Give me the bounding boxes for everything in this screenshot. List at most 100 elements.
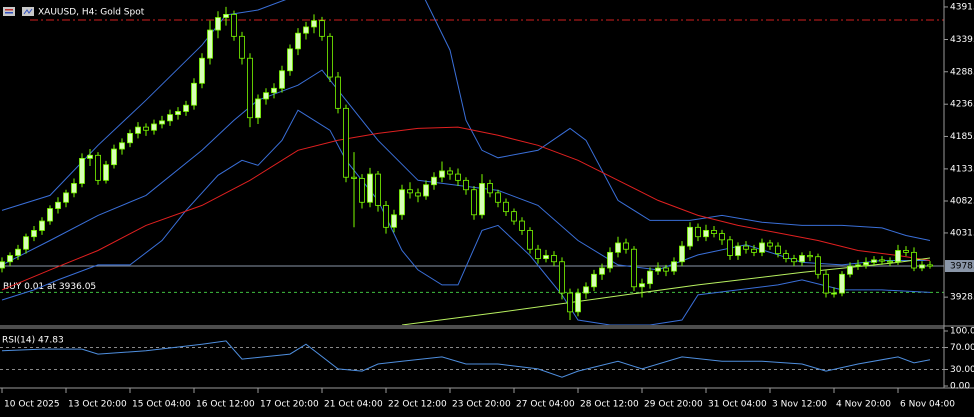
candle-body	[655, 267, 661, 272]
title-block: XAUUSD, H4: Gold Spot	[3, 7, 145, 18]
candle-body	[687, 226, 693, 247]
candle-body	[439, 170, 445, 178]
candle-body	[583, 286, 589, 294]
candle-body	[775, 245, 781, 255]
candle-body	[87, 154, 93, 159]
candle-body	[39, 220, 45, 231]
candle-body	[783, 253, 789, 260]
level-label: BUY 0.01 at 3936.05	[3, 282, 96, 292]
x-tick-label: 27 Oct 04:00	[516, 400, 575, 410]
candle-body	[23, 236, 29, 250]
x-tick-label: 16 Oct 12:00	[196, 400, 255, 410]
icon	[23, 8, 33, 15]
candle-body	[375, 173, 381, 206]
x-tick-label: 31 Oct 04:00	[708, 400, 767, 410]
candle-body	[0, 261, 5, 269]
y-tick-label: 3928.	[950, 293, 974, 303]
rsi-panel	[0, 340, 944, 378]
candle-body	[607, 251, 613, 269]
candle-body	[551, 255, 557, 263]
candle-body	[463, 179, 469, 191]
candle-body	[639, 283, 645, 288]
candle-body	[343, 107, 349, 178]
candle-body	[415, 192, 421, 197]
candle-body	[887, 260, 893, 263]
candle-body	[871, 259, 877, 263]
candle-body	[927, 264, 933, 267]
candle-body	[207, 29, 213, 59]
candle-body	[535, 248, 541, 260]
candle-body	[599, 267, 605, 275]
candle-body	[311, 20, 317, 28]
candle-body	[647, 270, 653, 285]
candle-body	[231, 14, 237, 37]
candle-body	[807, 255, 813, 258]
x-tick-label: 22 Oct 12:00	[388, 400, 447, 410]
y-tick-label: 4031.	[950, 228, 974, 238]
candle-body	[71, 183, 77, 194]
candle-body	[335, 76, 341, 109]
candle-body	[863, 261, 869, 266]
candle-body	[495, 192, 501, 203]
candle-body	[247, 57, 253, 119]
candle-body	[751, 248, 757, 253]
y-tick-label: 4082.	[950, 197, 974, 207]
candle-body	[575, 292, 581, 313]
rsi-tick-label: 70.00	[950, 343, 974, 353]
candle-body	[479, 183, 485, 216]
candle-body	[519, 220, 525, 231]
y-tick-label: 4133.	[950, 164, 974, 174]
x-tick-label: 13 Oct 20:00	[68, 400, 127, 410]
candle-body	[15, 248, 21, 256]
x-tick-label: 10 Oct 2025	[4, 400, 60, 410]
candle-body	[447, 170, 453, 175]
x-tick-label: 21 Oct 04:00	[324, 400, 383, 410]
x-tick-label: 15 Oct 04:00	[132, 400, 191, 410]
candle-body	[239, 35, 245, 59]
candle-body	[615, 242, 621, 253]
candle-body	[143, 126, 149, 131]
candle-body	[63, 192, 69, 203]
candle-body	[671, 261, 677, 272]
candle-body	[287, 48, 293, 72]
icon	[5, 12, 13, 14]
candle-body	[135, 126, 141, 134]
candle-body	[799, 255, 805, 263]
price-tag	[945, 260, 974, 273]
candle-body	[511, 211, 517, 222]
candle-body	[703, 230, 709, 238]
candle-body	[711, 230, 717, 234]
candle-body	[111, 148, 117, 166]
candle-body	[911, 251, 917, 269]
candle-body	[319, 20, 325, 37]
candle-body	[303, 26, 309, 34]
candle-body	[159, 120, 165, 125]
indicator-line	[1, 109, 931, 325]
candle-body	[903, 250, 909, 253]
candle-body	[327, 35, 333, 78]
candle-body	[271, 87, 277, 94]
candle-body	[831, 292, 837, 295]
candle-body	[95, 154, 101, 181]
candle-body	[791, 258, 797, 263]
candle-body	[471, 189, 477, 216]
x-tick-label: 4 Nov 20:00	[836, 400, 891, 410]
candle-body	[167, 114, 173, 122]
candle-body	[119, 142, 125, 150]
x-tick-label: 17 Oct 20:00	[260, 400, 319, 410]
candle-body	[431, 176, 437, 186]
candle-body	[567, 292, 573, 313]
candle-body	[359, 178, 365, 203]
x-tick-label: 29 Oct 20:00	[644, 400, 703, 410]
chart-title: XAUUSD, H4: Gold Spot	[38, 8, 145, 18]
candle-body	[399, 189, 405, 216]
x-tick-label: 6 Nov 04:00	[900, 400, 955, 410]
candle-body	[815, 256, 821, 275]
icon	[3, 7, 15, 16]
candle-body	[55, 201, 61, 209]
candle-body	[7, 255, 13, 263]
indicator-line	[1, 69, 930, 271]
candle-body	[383, 204, 389, 228]
